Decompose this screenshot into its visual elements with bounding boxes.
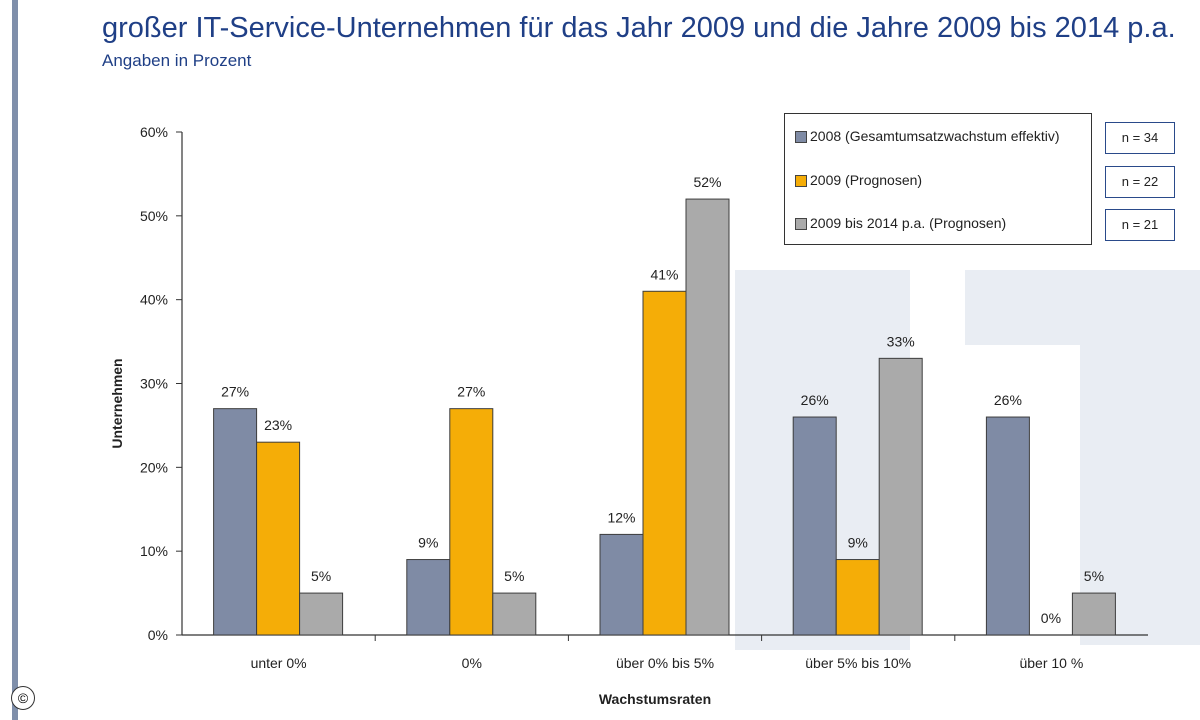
x-tick-label: über 0% bis 5% (616, 655, 714, 671)
bar (449, 408, 494, 636)
data-label: 5% (1084, 568, 1104, 584)
legend-swatch-2009 (795, 175, 807, 188)
chart-subtitle: Angaben in Prozent (102, 51, 252, 70)
legend-label-2009-2014: 2009 bis 2014 p.a. (Prognosen) (810, 215, 1007, 231)
legend-item-2009-2014: 2009 bis 2014 p.a. (Prognosen) (795, 215, 1006, 231)
data-label: 12% (607, 509, 635, 525)
data-label: 41% (650, 266, 678, 282)
bar (299, 592, 344, 636)
data-label: 26% (801, 392, 829, 408)
bar (985, 416, 1030, 636)
x-tick-label: über 10 % (1019, 655, 1083, 671)
data-label: 52% (693, 174, 721, 190)
bar (1071, 592, 1116, 636)
legend: 2008 (Gesamtumsatzwachstum effektiv) 200… (784, 113, 1092, 245)
data-label: 23% (264, 417, 292, 433)
bar (406, 559, 451, 636)
y-tick-label: 10% (140, 543, 168, 559)
data-label: 0% (1041, 610, 1061, 626)
data-label: 9% (848, 535, 868, 551)
legend-item-2009: 2009 (Prognosen) (795, 172, 922, 188)
legend-swatch-2009-2014 (795, 218, 807, 231)
legend-label-2008: 2008 (Gesamtumsatzwachstum effektiv) (810, 128, 1060, 144)
bar (835, 559, 880, 636)
data-label: 5% (504, 568, 524, 584)
y-tick-label: 20% (140, 459, 168, 475)
y-tick-label: 30% (140, 376, 168, 392)
data-label: 5% (311, 568, 331, 584)
bar (792, 416, 837, 636)
y-tick-label: 40% (140, 292, 168, 308)
x-tick-label: 0% (462, 655, 482, 671)
legend-item-2008: 2008 (Gesamtumsatzwachstum effektiv) (795, 128, 1060, 144)
y-axis-title: Unternehmen (109, 358, 125, 448)
data-label: 9% (418, 535, 438, 551)
legend-swatch-2008 (795, 131, 807, 144)
bar (492, 592, 537, 636)
data-label: 33% (887, 333, 915, 349)
bar (685, 198, 730, 636)
left-accent-bar (12, 0, 18, 720)
legend-label-2009: 2009 (Prognosen) (810, 172, 923, 188)
sample-size-2008: n = 34 (1105, 122, 1175, 154)
data-label: 26% (994, 392, 1022, 408)
sample-size-2009-2014: n = 21 (1105, 209, 1175, 241)
background-watermark-shape (965, 270, 1200, 345)
bar (878, 357, 923, 636)
x-tick-label: über 5% bis 10% (805, 655, 911, 671)
data-label: 27% (221, 384, 249, 400)
bar (256, 441, 301, 636)
y-tick-label: 0% (148, 627, 168, 643)
y-tick-label: 50% (140, 208, 168, 224)
copyright-icon: © (11, 686, 35, 710)
data-label: 27% (457, 384, 485, 400)
bar (642, 290, 687, 636)
x-axis-title: Wachstumsraten (599, 691, 711, 707)
x-tick-label: unter 0% (251, 655, 307, 671)
sample-size-2009: n = 22 (1105, 166, 1175, 198)
bar (213, 408, 258, 636)
chart-title: großer IT-Service-Unternehmen für das Ja… (102, 12, 1176, 44)
y-tick-label: 60% (140, 124, 168, 140)
bar (599, 533, 644, 636)
